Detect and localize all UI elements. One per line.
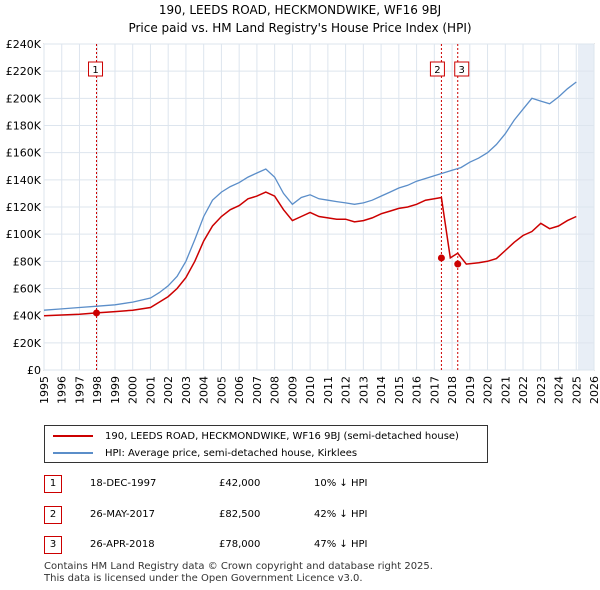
- y-tick-label: £120K: [6, 201, 42, 214]
- x-tick-label: 2019: [464, 376, 477, 404]
- x-tick-label: 1995: [38, 376, 51, 404]
- price-chart: 1 2 3 £0 £20K £40K £60K £80K £100K £120K £140K £16…: [6, 38, 600, 404]
- sale-number-badge: 1: [44, 475, 62, 493]
- sale-price: £78,000: [219, 539, 261, 550]
- y-tick-label: £0: [27, 364, 41, 377]
- x-tick-label: 2008: [269, 376, 282, 404]
- x-tick-label: 2025: [570, 376, 583, 404]
- x-tick-label: 2011: [322, 376, 335, 404]
- x-tick-label: 2014: [375, 376, 388, 404]
- footer-copyright: Contains HM Land Registry data © Crown c…: [44, 561, 433, 572]
- property-price-line: [43, 191, 577, 317]
- x-tick-label: 2026: [588, 376, 600, 404]
- y-tick-label: £240K: [6, 38, 42, 51]
- sale-label-box: [429, 61, 445, 77]
- x-tick-label: 1999: [109, 376, 122, 404]
- x-tick-label: 2013: [357, 376, 370, 404]
- hpi-line: [43, 81, 577, 311]
- x-tick-label: 2006: [233, 376, 246, 404]
- sale-label-text: 2: [434, 65, 440, 76]
- y-axis-ticks: £0 £20K £40K £60K £80K £100K £120K £140K £160K £1…: [6, 38, 42, 377]
- y-tick-label: £80K: [13, 255, 42, 268]
- y-tick-label: £180K: [6, 120, 42, 133]
- x-tick-label: 1997: [73, 376, 86, 404]
- chart-title-line2: Price paid vs. HM Land Registry's House …: [128, 21, 472, 35]
- sale-point: [437, 254, 445, 262]
- sale-markers: [93, 254, 462, 317]
- sale-row-2: 2 26-MAY-2017 £82,500 42% ↓ HPI: [44, 506, 584, 526]
- sale-label-box: [454, 61, 470, 77]
- x-tick-label: 2003: [180, 376, 193, 404]
- sale-price: £82,500: [219, 509, 261, 520]
- sale-number-badge: 3: [44, 536, 62, 554]
- y-tick-label: £60K: [13, 283, 42, 296]
- sale-hpi-diff: 10% ↓ HPI: [314, 478, 368, 489]
- legend-property-swatch: [53, 435, 93, 437]
- x-tick-label: 1996: [56, 376, 69, 404]
- legend-property: 190, LEEDS ROAD, HECKMONDWIKE, WF16 9BJ …: [53, 428, 459, 444]
- y-tick-label: £20K: [13, 337, 42, 350]
- x-tick-label: 2022: [517, 376, 530, 404]
- x-tick-label: 1998: [91, 376, 104, 404]
- y-tick-label: £200K: [6, 92, 42, 105]
- sale-hpi-diff: 42% ↓ HPI: [314, 509, 368, 520]
- x-tick-label: 2009: [286, 376, 299, 404]
- x-tick-label: 2021: [499, 376, 512, 404]
- legend-property-label: 190, LEEDS ROAD, HECKMONDWIKE, WF16 9BJ …: [105, 430, 459, 442]
- grid: [43, 43, 595, 371]
- x-tick-label: 2007: [251, 376, 264, 404]
- y-tick-label: £100K: [6, 228, 42, 241]
- x-tick-label: 2002: [162, 376, 175, 404]
- sale-row-3: 3 26-APR-2018 £78,000 47% ↓ HPI: [44, 536, 584, 556]
- legend-hpi-label: HPI: Average price, semi-detached house,…: [105, 447, 358, 459]
- legend-hpi: HPI: Average price, semi-detached house,…: [53, 445, 357, 461]
- sale-marker-labels: 1 2 3: [88, 61, 470, 77]
- y-tick-label: £160K: [6, 147, 42, 160]
- legend-hpi-swatch: [53, 452, 93, 454]
- legend: 190, LEEDS ROAD, HECKMONDWIKE, WF16 9BJ …: [44, 425, 488, 463]
- sale-date: 18-DEC-1997: [90, 478, 157, 489]
- series-lines: [43, 81, 577, 317]
- sale-label-text: 3: [459, 65, 465, 76]
- sale-date: 26-MAY-2017: [90, 509, 156, 520]
- y-tick-label: £140K: [6, 174, 42, 187]
- sale-label-text: 1: [92, 65, 98, 76]
- sale-point: [93, 309, 101, 317]
- sale-point: [454, 260, 462, 268]
- x-tick-label: 2015: [393, 376, 406, 404]
- x-tick-label: 2012: [340, 376, 353, 404]
- chart-title-line1: 190, LEEDS ROAD, HECKMONDWIKE, WF16 9BJ: [158, 3, 442, 17]
- x-tick-label: 2024: [553, 376, 566, 404]
- sale-hpi-diff: 47% ↓ HPI: [314, 539, 368, 550]
- x-tick-label: 2017: [428, 376, 441, 404]
- sale-row-1: 1 18-DEC-1997 £42,000 10% ↓ HPI: [44, 475, 584, 495]
- y-tick-label: £220K: [6, 65, 42, 78]
- sale-price: £42,000: [219, 478, 261, 489]
- y-tick-label: £40K: [13, 310, 42, 323]
- x-tick-label: 2005: [215, 376, 228, 404]
- x-tick-label: 2016: [411, 376, 424, 404]
- x-axis-ticks: 1995 1996 1997 1998 1999 2000 2001 2002 2003 2004…: [38, 376, 600, 404]
- x-tick-label: 2010: [304, 376, 317, 404]
- x-tick-label: 2020: [482, 376, 495, 404]
- x-tick-label: 2000: [127, 376, 140, 404]
- x-tick-label: 2023: [535, 376, 548, 404]
- x-tick-label: 2018: [446, 376, 459, 404]
- x-tick-label: 2001: [144, 376, 157, 404]
- sale-date: 26-APR-2018: [90, 539, 155, 550]
- sale-label-box: [88, 61, 104, 77]
- x-tick-label: 2004: [198, 376, 211, 404]
- footer-licence: This data is licensed under the Open Gov…: [44, 573, 363, 584]
- sale-number-badge: 2: [44, 506, 62, 524]
